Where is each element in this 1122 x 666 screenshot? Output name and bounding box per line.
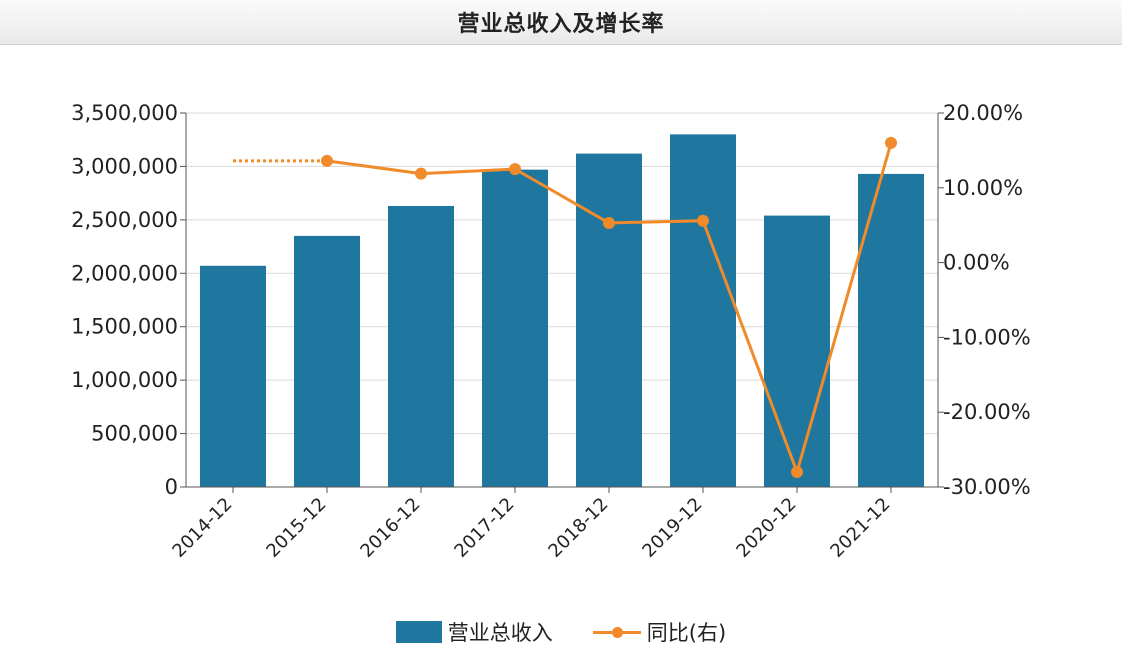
x-tick-label: 2020-12 bbox=[732, 494, 800, 562]
bar bbox=[388, 205, 454, 488]
bar bbox=[294, 235, 360, 487]
right-tick-label: 20.00% bbox=[943, 101, 1023, 125]
bar bbox=[482, 169, 548, 488]
right-tick-label: -20.00% bbox=[943, 400, 1031, 424]
x-tick-label: 2021-12 bbox=[826, 494, 894, 562]
line-point bbox=[697, 214, 709, 227]
x-tick-label: 2018-12 bbox=[544, 494, 612, 562]
legend: 营业总收入 同比(右) bbox=[0, 614, 1122, 650]
right-tick-label: 10.00% bbox=[943, 176, 1023, 200]
line-point bbox=[509, 163, 521, 176]
left-tick-label: 1,000,000 bbox=[71, 368, 178, 392]
left-tick-label: 3,500,000 bbox=[71, 101, 178, 125]
legend-label-yoy: 同比(右) bbox=[646, 621, 727, 645]
legend-swatch-line bbox=[592, 621, 641, 643]
bar bbox=[200, 265, 266, 487]
line-point bbox=[791, 466, 803, 479]
x-tick-label: 2019-12 bbox=[638, 494, 706, 562]
legend-label-revenue: 营业总收入 bbox=[447, 621, 553, 645]
left-tick-label: 500,000 bbox=[91, 422, 178, 446]
bar bbox=[858, 173, 924, 487]
x-tick-label: 2016-12 bbox=[356, 494, 424, 562]
x-tick-label: 2015-12 bbox=[262, 494, 330, 562]
chart-title: 营业总收入及增长率 bbox=[457, 12, 665, 37]
left-tick-label: 2,500,000 bbox=[71, 208, 178, 232]
left-tick-label: 1,500,000 bbox=[71, 315, 178, 339]
line-point bbox=[415, 167, 427, 180]
left-tick-label: 0 bbox=[165, 475, 178, 499]
legend-item-revenue[interactable]: 营业总收入 bbox=[395, 617, 553, 647]
line-point bbox=[885, 136, 897, 149]
chart-area: 3,500,000 3,000,000 2,500,000 2,000,000 1,50… bbox=[71, 101, 1031, 562]
legend-swatch-bar bbox=[395, 621, 442, 643]
bar bbox=[670, 134, 736, 487]
x-tick-label: 2014-12 bbox=[168, 494, 236, 562]
right-tick-label: -30.00% bbox=[943, 475, 1031, 499]
line-point bbox=[321, 154, 333, 167]
bar bbox=[576, 153, 642, 487]
right-tick-label: 0.00% bbox=[943, 251, 1010, 275]
left-tick-label: 2,000,000 bbox=[71, 261, 178, 285]
bar bbox=[764, 215, 830, 487]
legend-item-yoy[interactable]: 同比(右) bbox=[592, 617, 727, 647]
left-tick-label: 3,000,000 bbox=[71, 154, 178, 178]
x-tick-label: 2017-12 bbox=[450, 494, 518, 562]
line-point bbox=[603, 216, 615, 229]
right-tick-label: -10.00% bbox=[943, 325, 1031, 349]
chart-header: 营业总收入及增长率 bbox=[0, 0, 1122, 45]
